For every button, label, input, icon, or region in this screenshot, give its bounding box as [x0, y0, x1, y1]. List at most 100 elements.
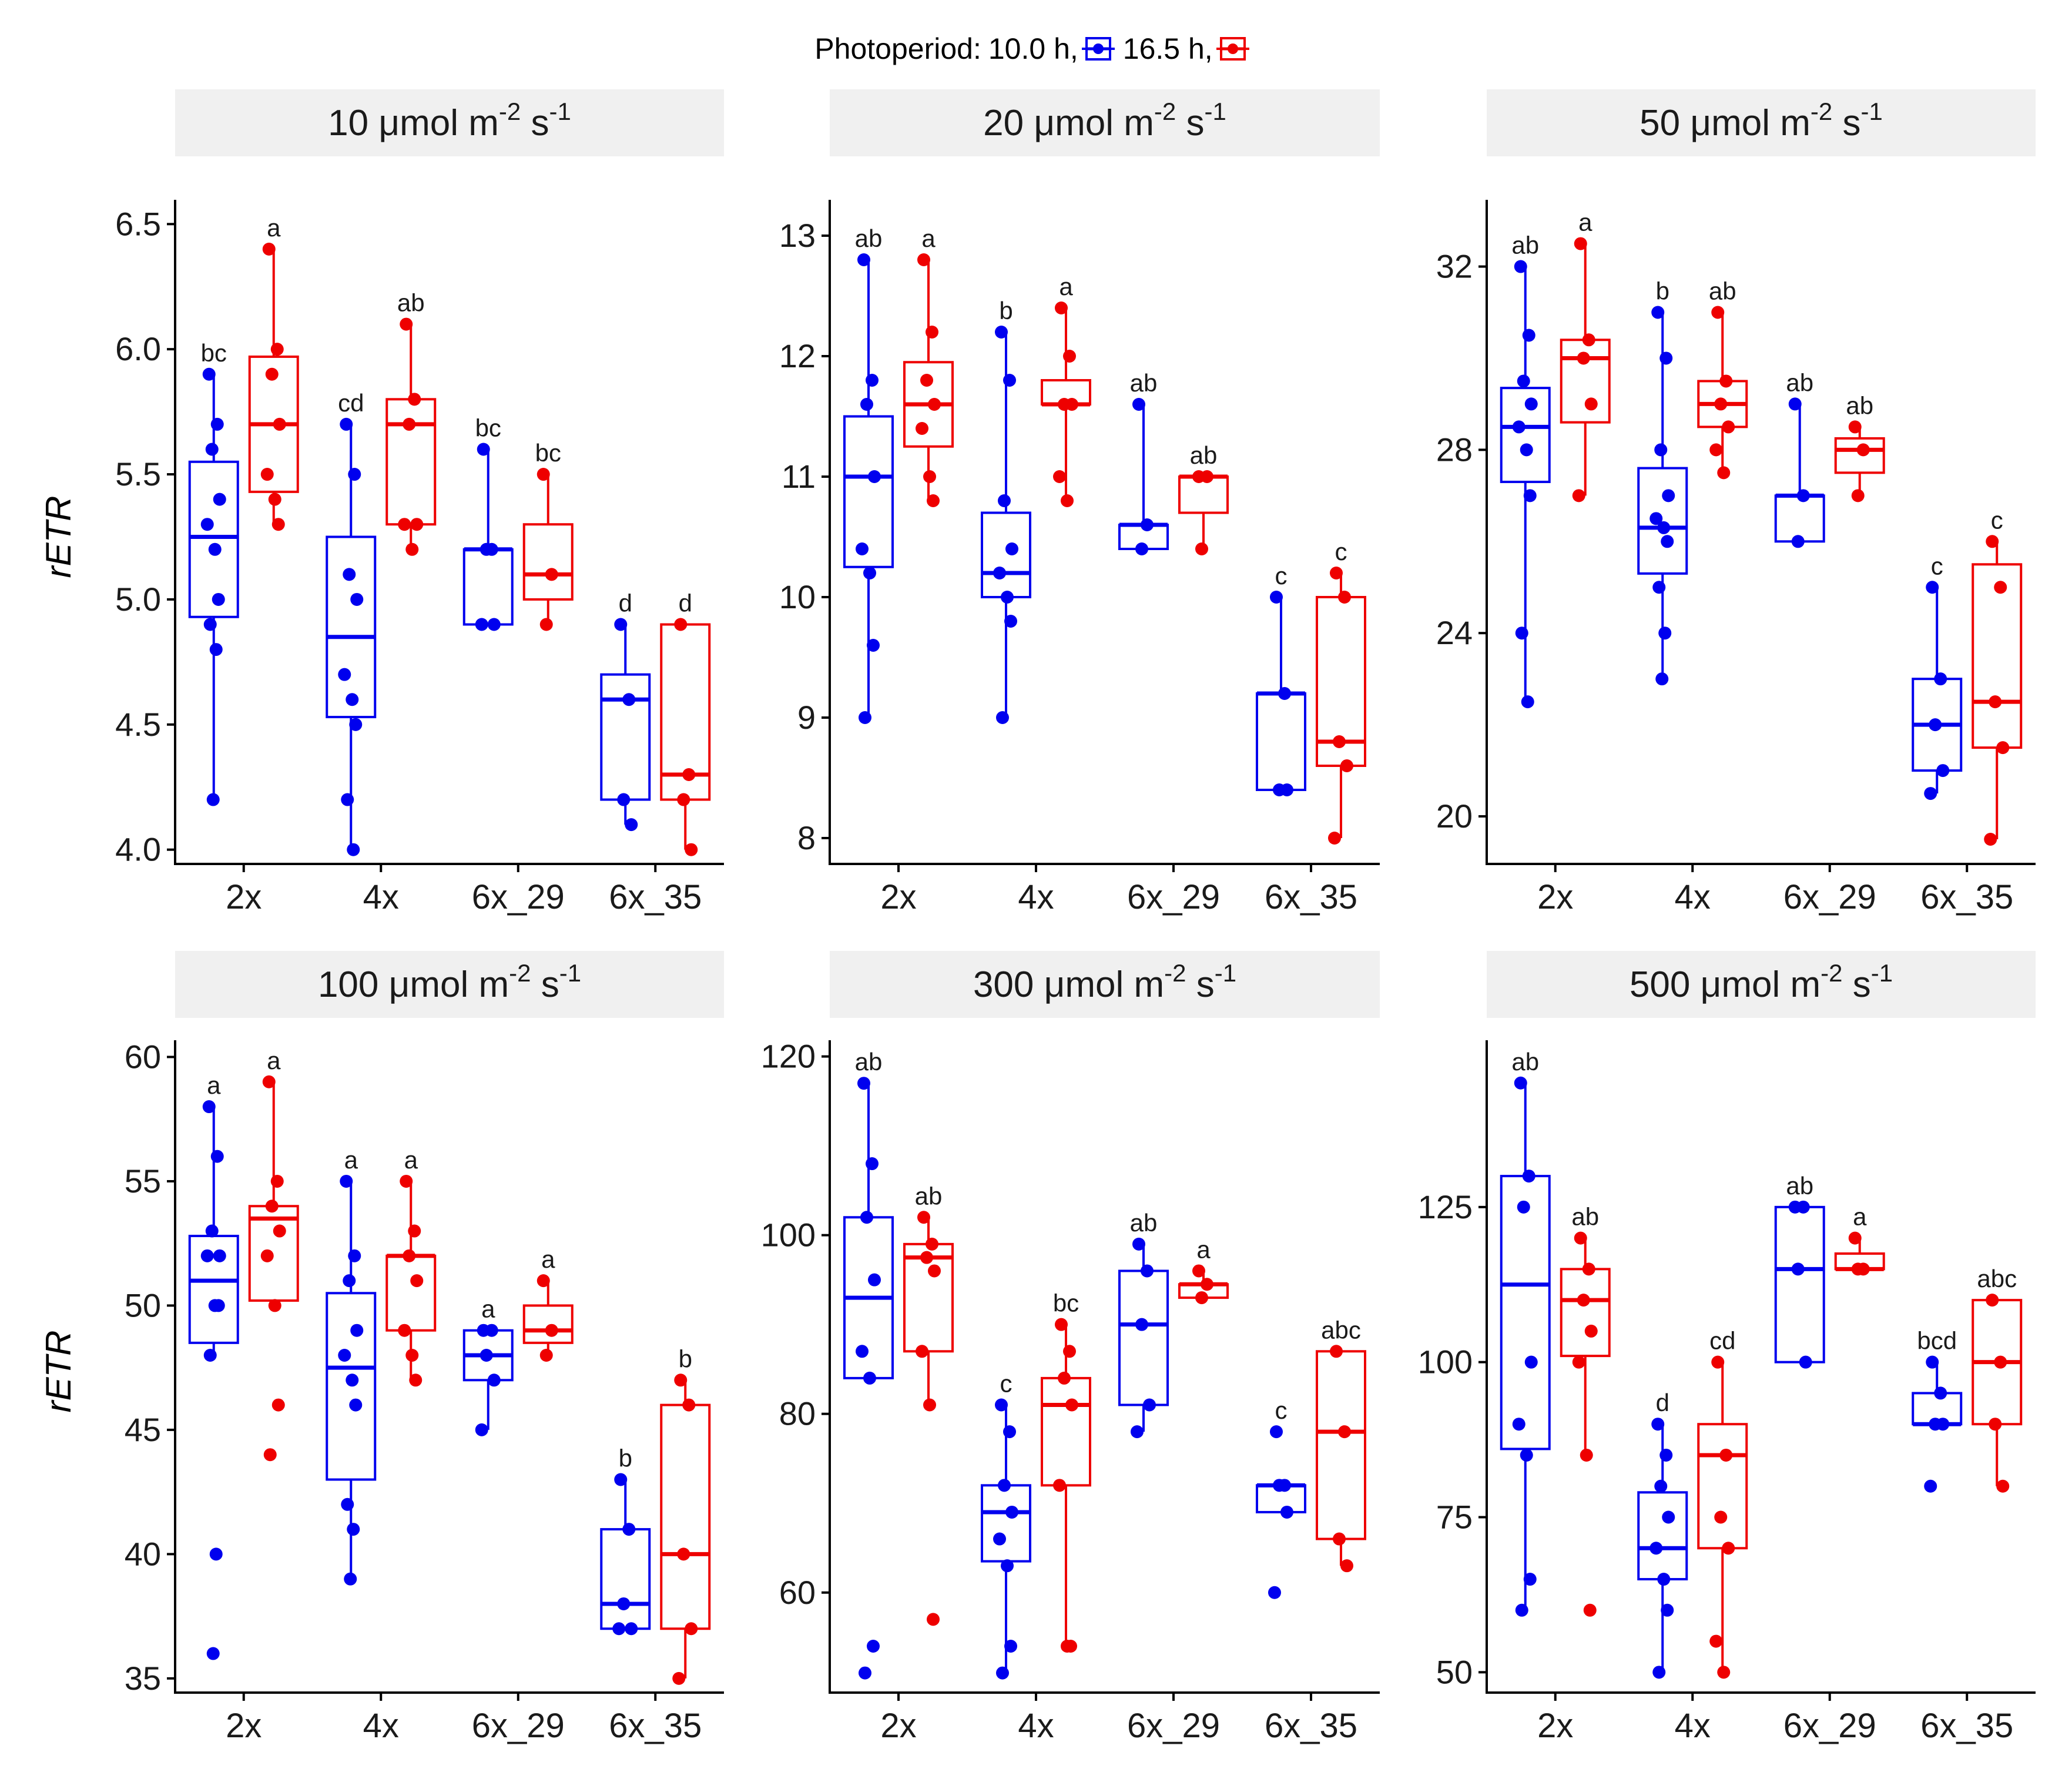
- y-tick-label: 28: [1436, 431, 1473, 468]
- data-point: [993, 1532, 1006, 1546]
- box-iqr: [660, 1403, 711, 1630]
- box-iqr: [1637, 467, 1688, 575]
- data-point: [1522, 329, 1535, 342]
- box-100h-6x_29: ab: [1118, 369, 1169, 555]
- data-point: [344, 1572, 357, 1586]
- data-point: [1711, 1355, 1725, 1369]
- data-point: [263, 1448, 277, 1462]
- data-point: [1061, 494, 1074, 507]
- data-point: [537, 468, 550, 481]
- data-point: [343, 1274, 356, 1288]
- box-iqr: [1637, 1491, 1688, 1581]
- significance-letter: ab: [1130, 369, 1158, 397]
- data-point: [1515, 1603, 1528, 1617]
- box-100h-2x: ab: [843, 1048, 894, 1680]
- y-tick-label: 80: [779, 1395, 816, 1432]
- data-point: [403, 1249, 416, 1262]
- data-point: [1338, 591, 1351, 604]
- data-point: [1524, 1355, 1538, 1369]
- facet-strip: [1487, 951, 2036, 1018]
- significance-letter: c: [1335, 538, 1347, 565]
- facet-strip: [175, 951, 724, 1018]
- data-point: [1514, 260, 1527, 273]
- x-tick-label: 6x_29: [1127, 878, 1220, 916]
- data-point: [475, 618, 488, 631]
- data-point: [917, 253, 930, 266]
- box-iqr: [1697, 1423, 1748, 1550]
- y-tick-label: 60: [779, 1574, 816, 1611]
- data-point: [682, 1398, 696, 1412]
- y-axis-label: rETR: [39, 1331, 78, 1413]
- box-100h-4x: a: [326, 1146, 377, 1586]
- data-point: [1058, 1371, 1071, 1385]
- data-point: [1132, 398, 1145, 411]
- significance-letter: bc: [535, 439, 561, 467]
- box-100h-4x: d: [1637, 1389, 1688, 1679]
- data-point: [1929, 718, 1942, 732]
- x-tick-label: 4x: [1018, 1707, 1054, 1745]
- box-iqr: [600, 673, 651, 801]
- significance-letter: a: [541, 1245, 555, 1273]
- data-point: [1649, 1542, 1663, 1555]
- data-point: [1657, 521, 1671, 534]
- data-point: [1709, 443, 1723, 457]
- data-point: [1851, 1262, 1865, 1276]
- data-point: [1063, 1345, 1076, 1358]
- data-point: [347, 1523, 360, 1536]
- data-point: [208, 542, 222, 556]
- data-point: [1003, 374, 1016, 387]
- data-point: [1195, 1291, 1208, 1305]
- data-point: [410, 1274, 424, 1288]
- data-point: [1004, 1639, 1017, 1653]
- facet-title: 500 μmol m-2 s-1: [1630, 959, 1893, 1005]
- data-point: [213, 1249, 226, 1262]
- data-point: [1520, 1448, 1533, 1462]
- data-point: [270, 343, 284, 356]
- data-point: [1580, 1448, 1593, 1462]
- data-point: [349, 1398, 363, 1412]
- data-point: [625, 1622, 638, 1636]
- data-point: [928, 1264, 941, 1278]
- box-165h-6x_35: abc: [1972, 1265, 2023, 1493]
- significance-letter: abc: [1321, 1316, 1361, 1344]
- data-point: [260, 468, 274, 481]
- y-tick-label: 24: [1436, 614, 1473, 651]
- data-point: [856, 542, 869, 555]
- data-point: [1520, 443, 1533, 457]
- data-point: [859, 711, 871, 724]
- data-point: [1524, 397, 1538, 411]
- data-point: [614, 618, 628, 631]
- data-point: [341, 793, 354, 806]
- data-point: [212, 592, 225, 606]
- box-iqr: [1178, 475, 1229, 514]
- data-point: [343, 568, 356, 581]
- data-point: [477, 443, 490, 456]
- box-100h-2x: bc: [188, 339, 239, 806]
- significance-letter: ab: [1709, 277, 1736, 305]
- box-165h-2x: a: [248, 1047, 299, 1462]
- facet-title: 10 μmol m-2 s-1: [328, 98, 571, 143]
- data-point: [265, 1200, 279, 1213]
- data-point: [1709, 1634, 1723, 1648]
- data-point: [1143, 1398, 1156, 1412]
- significance-letter: a: [267, 214, 281, 242]
- data-point: [685, 843, 698, 856]
- data-point: [1132, 1237, 1145, 1251]
- box-iqr: [462, 548, 514, 626]
- data-point: [860, 398, 873, 411]
- data-point: [867, 1639, 880, 1653]
- box-iqr: [188, 1234, 239, 1344]
- data-point: [340, 1174, 353, 1188]
- significance-letter: ab: [397, 289, 425, 317]
- box-100h-2x: ab: [1500, 1048, 1551, 1617]
- data-point: [1934, 672, 1947, 686]
- data-point: [539, 1349, 553, 1362]
- data-point: [1796, 489, 1810, 502]
- data-point: [203, 618, 217, 631]
- data-point: [398, 1324, 411, 1337]
- data-point: [262, 242, 276, 256]
- box-100h-6x_29: a: [462, 1295, 514, 1436]
- box-165h-4x: bc: [1041, 1289, 1091, 1653]
- y-axis-label: rETR: [39, 496, 78, 578]
- significance-letter: a: [921, 225, 936, 252]
